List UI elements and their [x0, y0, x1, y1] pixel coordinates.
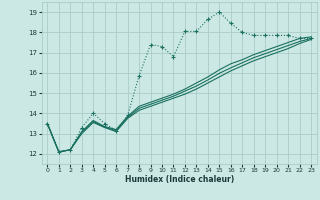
X-axis label: Humidex (Indice chaleur): Humidex (Indice chaleur)	[124, 175, 234, 184]
